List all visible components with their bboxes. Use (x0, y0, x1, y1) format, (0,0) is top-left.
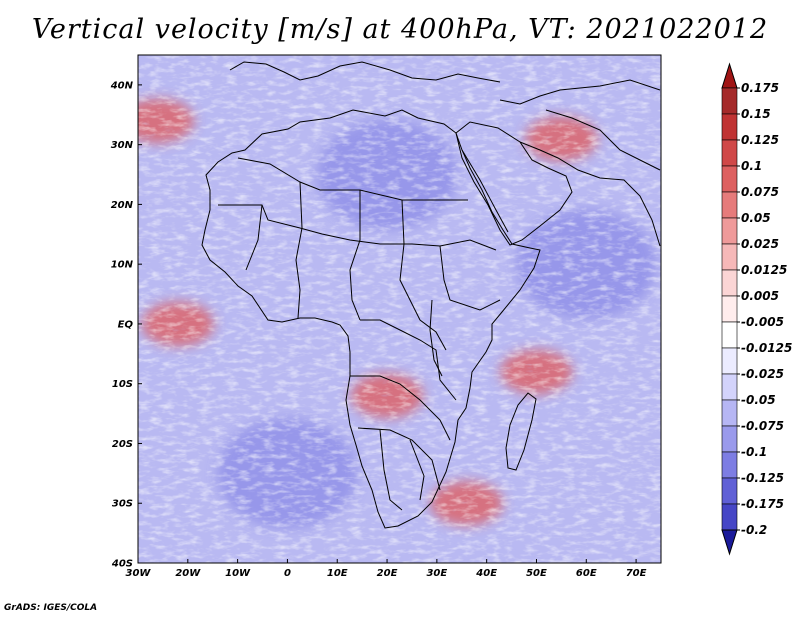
lat-tick-label: 40N (110, 80, 134, 91)
arabia-coastline (455, 121, 573, 246)
longitude-axis: 30W 20W 10W 0 10E 20E 30E 40E 50E 60E 70E (126, 559, 647, 579)
colorbar-swatch (721, 347, 738, 375)
colorbar-label: 0.125 (741, 133, 779, 147)
latitude-axis: 40N 30N 20N 10N EQ 10S 20S 30S 40S (110, 80, 142, 570)
colorbar-swatch (721, 87, 738, 115)
country-border (245, 204, 263, 271)
lat-tick-label: 40S (111, 559, 133, 570)
colorbar-label: -0.1 (741, 445, 767, 459)
map-panel (138, 55, 661, 563)
colorbar-label: 0.05 (741, 211, 771, 225)
colorbar-label: -0.2 (741, 523, 767, 537)
colorbar-label: 0.1 (741, 159, 762, 173)
colorbar-swatch (721, 139, 738, 167)
colorbar-swatch (721, 295, 738, 323)
lat-tick-label: 20N (111, 200, 134, 211)
colorbar-swatch (721, 321, 738, 349)
colorbar-label: 0.175 (741, 81, 779, 95)
country-border (379, 429, 403, 511)
country-border (439, 245, 501, 311)
colorbar-bottom-triangle (721, 529, 738, 556)
colorbar-top-triangle (721, 62, 738, 89)
country-border (357, 427, 441, 491)
country-border (499, 79, 661, 105)
country-border (409, 439, 425, 501)
country-border (349, 190, 361, 321)
lon-tick-label: 20W (175, 568, 201, 579)
colorbar-label: 0.0125 (741, 263, 787, 277)
colorbar-swatch (721, 503, 738, 531)
country-border (545, 109, 661, 171)
colorbar-swatch (721, 243, 738, 271)
persian-gulf-coast (519, 141, 661, 247)
colorbar-swatch (721, 425, 738, 453)
colorbar-label: -0.175 (741, 497, 784, 511)
lon-tick-label: 70E (626, 568, 647, 579)
colorbar-swatch (721, 217, 738, 245)
colorbar-label: -0.125 (741, 471, 784, 485)
colorbar-swatch (721, 399, 738, 427)
colorbar-swatch (721, 477, 738, 505)
lat-tick-label: 30S (112, 499, 133, 510)
country-border (295, 181, 303, 319)
colorbar-swatch (721, 451, 738, 479)
country-border (237, 157, 468, 201)
colorbar-label: -0.005 (741, 315, 784, 329)
colorbar-label: 0.075 (741, 185, 779, 199)
lat-tick-label: EQ (118, 319, 134, 330)
colorbar-label: 0.025 (741, 237, 779, 251)
lat-tick-label: 30N (111, 140, 134, 151)
africa-coastline (201, 109, 541, 529)
lon-tick-label: 0 (284, 568, 291, 579)
lon-tick-label: 10E (327, 568, 348, 579)
colorbar-label: 0.005 (741, 289, 779, 303)
lon-tick-label: 30W (126, 568, 152, 579)
colorbar-swatch (721, 165, 738, 193)
lon-tick-label: 10W (225, 568, 251, 579)
chart-title: Vertical velocity [m/s] at 400hPa, VT: 2… (31, 14, 769, 45)
colorbar-swatch (721, 113, 738, 141)
colorbar-label: -0.025 (741, 367, 784, 381)
red-sea-east-coast (461, 149, 509, 233)
coastlines-and-borders (201, 61, 661, 529)
map-frame (137, 54, 662, 564)
lon-tick-label: 20E (377, 568, 398, 579)
iberia-and-europe-coast (229, 61, 501, 83)
colorbar-label: -0.05 (741, 393, 776, 407)
country-border (360, 319, 457, 401)
country-border (399, 199, 447, 351)
lat-tick-label: 10S (112, 379, 133, 390)
lon-tick-label: 40E (475, 568, 497, 579)
lat-tick-label: 10N (111, 260, 134, 271)
country-border (350, 375, 451, 441)
country-border (218, 204, 497, 251)
colorbar-label: 0.15 (741, 107, 771, 121)
field-texture-dark (138, 55, 661, 563)
lon-tick-label: 30E (426, 568, 447, 579)
grads-credit: GrADS: IGES/COLA (4, 603, 98, 613)
lon-tick-label: 60E (576, 568, 597, 579)
colorbar-label: -0.0125 (741, 341, 792, 355)
madagascar-coastline (505, 392, 537, 471)
colorbar-swatch (721, 269, 738, 297)
colorbar-swatch (721, 191, 738, 219)
country-border (429, 299, 443, 377)
lon-tick-label: 50E (526, 568, 547, 579)
colorbar: 0.175 0.15 0.125 0.1 0.075 0.05 0.025 0.0125 0.0… (721, 62, 792, 556)
lat-tick-label: 20S (112, 439, 133, 450)
colorbar-swatch (721, 373, 738, 401)
colorbar-label: -0.075 (741, 419, 784, 433)
